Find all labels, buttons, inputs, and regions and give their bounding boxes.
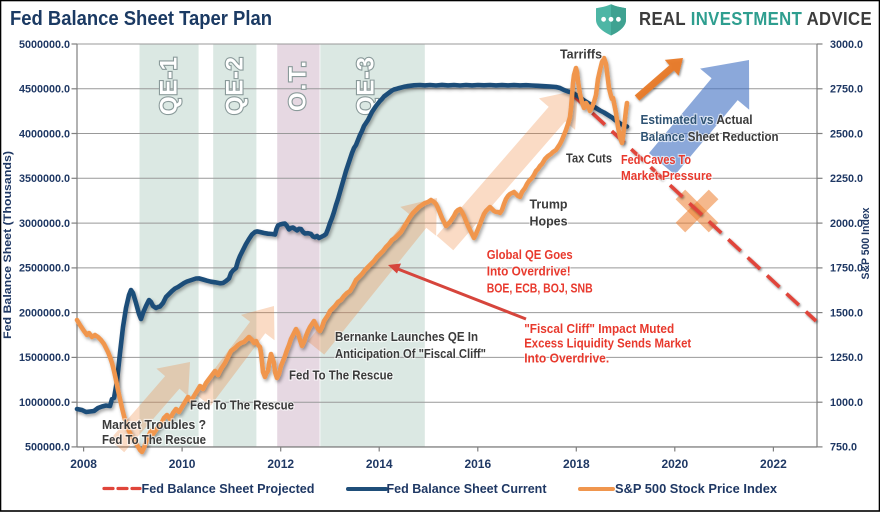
svg-text:1750.0: 1750.0 [830,263,863,275]
svg-text:BOE, ECB, BOJ, SNB: BOE, ECB, BOJ, SNB [487,281,593,296]
svg-text:500000.0: 500000.0 [25,442,70,454]
svg-text:2500.0: 2500.0 [830,128,863,140]
svg-text:750.0: 750.0 [830,442,857,454]
svg-text:Bernanke Launches QE In: Bernanke Launches QE In [335,329,478,344]
svg-text:2010: 2010 [169,457,196,471]
svg-text:2012: 2012 [267,457,294,471]
svg-text:1000.0: 1000.0 [830,397,863,409]
svg-text:2022: 2022 [760,457,787,471]
svg-text:O.T.: O.T. [285,61,312,111]
svg-text:2250.0: 2250.0 [830,173,863,185]
svg-text:QE-1: QE-1 [156,57,183,115]
svg-text:QE-2: QE-2 [222,57,249,115]
svg-text:REAL INVESTMENT ADVICE: REAL INVESTMENT ADVICE [639,9,872,29]
svg-text:Excess Liquidity Sends Market: Excess Liquidity Sends Market [524,336,692,351]
svg-text:Fed Balance Sheet (Thousands): Fed Balance Sheet (Thousands) [2,151,14,339]
svg-text:S&P 500 Stock Price Index: S&P 500 Stock Price Index [615,482,777,496]
svg-text:2500000.0: 2500000.0 [19,263,70,275]
svg-text:2008: 2008 [70,457,97,471]
svg-text:3500000.0: 3500000.0 [19,173,70,185]
svg-text:Hopes: Hopes [530,214,568,229]
svg-text:5000000.0: 5000000.0 [19,39,70,51]
svg-text:2014: 2014 [366,457,393,471]
svg-text:Tarriffs: Tarriffs [560,47,602,62]
svg-text:3000.0: 3000.0 [830,39,863,51]
svg-text:2000000.0: 2000000.0 [19,307,70,319]
svg-text:4000000.0: 4000000.0 [19,128,70,140]
svg-text:Balance Sheet Reduction: Balance Sheet Reduction [641,129,779,144]
svg-text:Anticipation Of "Fiscal Cliff": Anticipation Of "Fiscal Cliff" [335,346,486,361]
svg-text:4500000.0: 4500000.0 [19,84,70,96]
svg-text:1000000.0: 1000000.0 [19,397,70,409]
svg-text:3000000.0: 3000000.0 [19,218,70,230]
svg-text:Into Overdrive.: Into Overdrive. [524,351,609,366]
svg-text:Market Troubles ?: Market Troubles ? [102,417,206,432]
svg-text:Market Pressure: Market Pressure [621,168,712,183]
svg-text:Fed To The Rescue: Fed To The Rescue [102,432,206,447]
svg-text:Fed To The Rescue: Fed To The Rescue [289,368,393,383]
svg-text:Fed Caves To: Fed Caves To [621,152,691,167]
svg-text:Trump: Trump [530,197,568,212]
svg-text:Tax Cuts: Tax Cuts [566,151,612,166]
svg-text:2020: 2020 [661,457,688,471]
svg-text:Fed To The Rescue: Fed To The Rescue [190,398,294,413]
svg-text:2016: 2016 [464,457,491,471]
svg-text:S&P 500 Index: S&P 500 Index [860,207,872,280]
svg-text:Global QE Goes: Global QE Goes [487,247,573,262]
svg-text:Estimated vs Actual: Estimated vs Actual [641,112,753,127]
svg-text:1500.0: 1500.0 [830,307,863,319]
svg-text:2018: 2018 [563,457,590,471]
svg-text:1250.0: 1250.0 [830,352,863,364]
svg-text:2000.0: 2000.0 [830,218,863,230]
svg-text:Into Overdrive!: Into Overdrive! [487,264,571,279]
svg-text:2750.0: 2750.0 [830,84,863,96]
svg-text:1500000.0: 1500000.0 [19,352,70,364]
svg-text:Fed Balance Sheet Projected: Fed Balance Sheet Projected [142,482,315,496]
svg-text:Fed Balance Sheet Taper Plan: Fed Balance Sheet Taper Plan [10,7,272,30]
svg-text:Fed Balance Sheet Current: Fed Balance Sheet Current [387,482,548,496]
svg-text:"Fiscal Cliff" Impact Muted: "Fiscal Cliff" Impact Muted [524,321,674,336]
